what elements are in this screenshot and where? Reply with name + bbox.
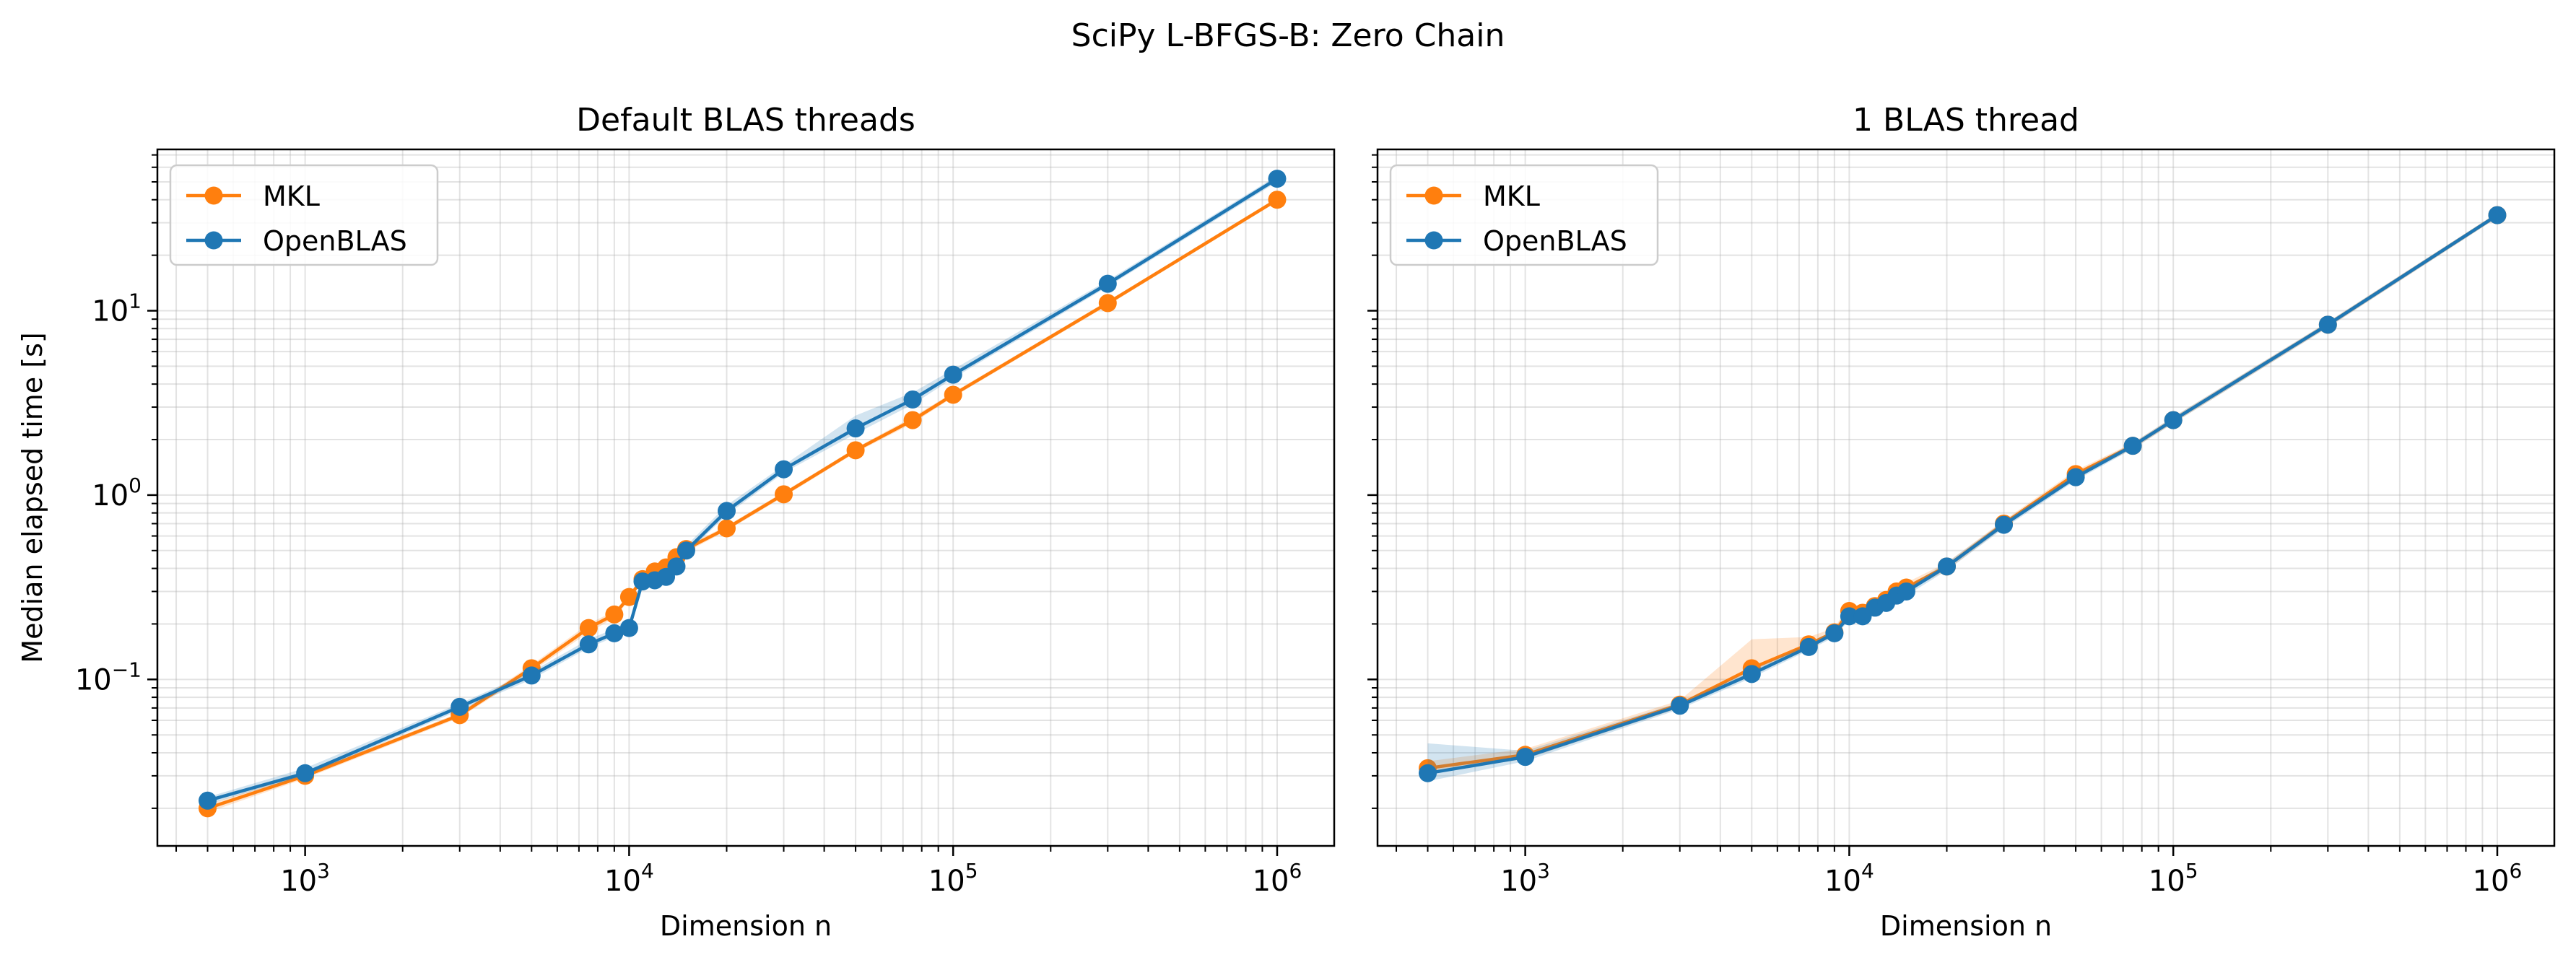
data-point-mkl [903, 411, 922, 429]
axes-frame [156, 148, 1336, 847]
legend-marker-mkl [204, 186, 223, 205]
x-ticks [175, 846, 1279, 856]
plot-area [1419, 206, 2507, 782]
data-point-openblas [717, 502, 736, 520]
data-point-mkl [775, 485, 793, 504]
data-point-openblas [1671, 697, 1689, 715]
data-point-openblas [605, 624, 624, 642]
data-point-openblas [296, 764, 315, 782]
data-point-mkl [846, 441, 865, 460]
data-point-openblas [2318, 315, 2337, 334]
data-point-openblas [1840, 607, 1858, 626]
legend: MKL OpenBLAS [1389, 164, 1659, 266]
legend-marker-openblas [1424, 231, 1443, 250]
y-ticks [1367, 154, 1378, 809]
plot-area [199, 170, 1287, 818]
data-point-openblas [199, 791, 217, 810]
data-point-openblas [2066, 468, 2085, 486]
legend-label: OpenBLAS [1483, 225, 1627, 257]
x-ticks [1396, 846, 2499, 856]
data-point-openblas [1799, 637, 1818, 656]
data-point-openblas [846, 419, 865, 438]
data-point-openblas [1937, 557, 1956, 576]
data-point-openblas [1419, 764, 1437, 782]
legend-marker-mkl [1424, 186, 1443, 205]
legend-label: MKL [1483, 180, 1540, 212]
axes-frame [1376, 148, 2556, 847]
data-point-mkl [1098, 294, 1117, 313]
legend-marker-openblas [204, 231, 223, 250]
data-point-openblas [903, 390, 922, 409]
data-point-openblas [944, 365, 962, 384]
figure-suptitle: SciPy L-BFGS-B: Zero Chain [1071, 17, 1505, 54]
data-point-openblas [676, 541, 695, 560]
axes-title: 1 BLAS thread [1853, 102, 2079, 139]
data-point-openblas [1098, 274, 1117, 293]
data-point-openblas [1897, 582, 1915, 601]
data-point-openblas [2123, 437, 2142, 455]
data-point-openblas [1742, 665, 1761, 684]
data-point-openblas [451, 697, 469, 716]
y-axis-label: Median elapsed time [s] [17, 332, 48, 663]
data-point-openblas [1516, 748, 1535, 767]
data-point-openblas [775, 460, 793, 479]
legend: MKL OpenBLAS [169, 164, 439, 266]
data-point-mkl [579, 619, 598, 637]
x-axis-label: Dimension n [660, 910, 832, 942]
data-point-openblas [1268, 170, 1287, 188]
data-point-openblas [522, 666, 541, 685]
legend-label: MKL [263, 180, 320, 212]
y-ticks [147, 154, 157, 809]
legend-label: OpenBLAS [263, 225, 407, 257]
axes-title: Default BLAS threads [576, 102, 915, 139]
data-point-mkl [619, 588, 638, 606]
data-point-openblas [579, 635, 598, 654]
data-point-openblas [619, 619, 638, 637]
x-tick-label: 105 [2149, 859, 2198, 898]
data-point-openblas [2488, 206, 2507, 224]
data-point-mkl [717, 519, 736, 538]
data-point-mkl [944, 385, 962, 404]
data-point-mkl [605, 605, 624, 624]
x-axis-label: Dimension n [1880, 910, 2052, 942]
data-point-mkl [1268, 191, 1287, 209]
data-point-openblas [2164, 411, 2183, 429]
data-point-openblas [667, 557, 686, 576]
data-point-openblas [1995, 515, 2014, 534]
data-point-openblas [1825, 624, 1844, 642]
